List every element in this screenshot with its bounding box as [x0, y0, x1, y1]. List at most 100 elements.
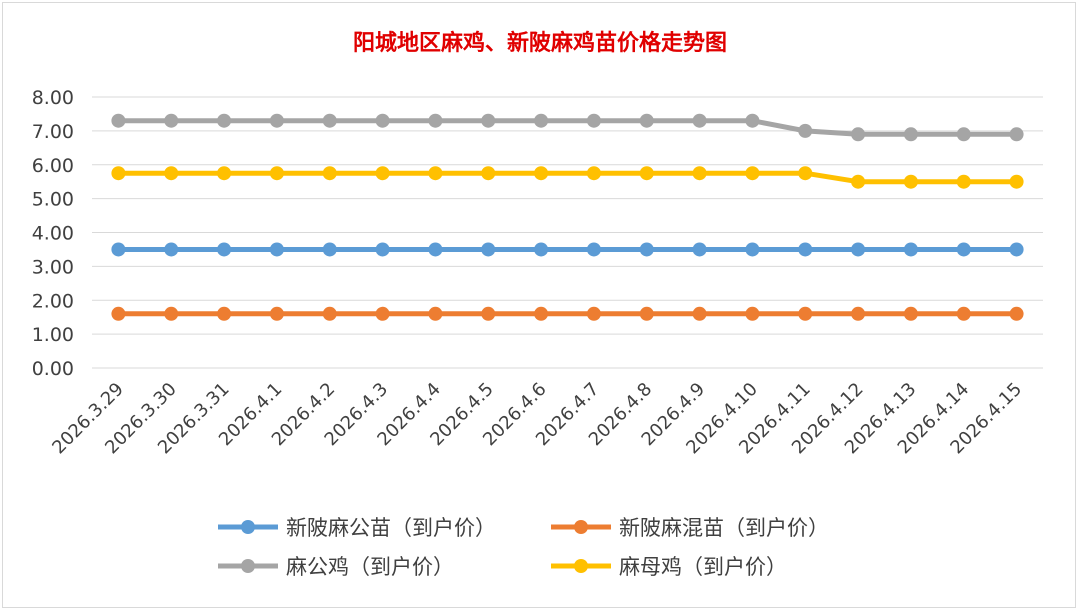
- data-point: [639, 113, 654, 128]
- data-point: [692, 306, 707, 321]
- data-point: [692, 166, 707, 181]
- data-point: [692, 113, 707, 128]
- y-tick-label: 3.00: [32, 256, 74, 278]
- data-point: [851, 174, 866, 189]
- series-line: [118, 170, 1017, 185]
- data-point: [269, 242, 284, 257]
- data-point: [322, 306, 337, 321]
- data-point: [164, 242, 179, 257]
- data-point: [745, 166, 760, 181]
- legend-swatch-marker: [241, 520, 255, 534]
- data-point: [375, 166, 390, 181]
- data-point: [798, 242, 813, 257]
- y-tick-label: 8.00: [32, 87, 74, 109]
- data-point: [217, 306, 232, 321]
- legend-item: 麻公鸡（到户价）: [218, 555, 454, 579]
- data-point: [1009, 127, 1024, 142]
- data-point: [586, 166, 601, 181]
- series-1: [111, 306, 1024, 321]
- data-point: [798, 123, 813, 138]
- data-point: [217, 166, 232, 181]
- data-point: [322, 242, 337, 257]
- legend-label: 麻母鸡（到户价）: [619, 555, 787, 579]
- data-point: [269, 306, 284, 321]
- data-point: [428, 242, 443, 257]
- data-point: [164, 166, 179, 181]
- data-point: [111, 113, 126, 128]
- data-point: [375, 242, 390, 257]
- legend-swatch-marker: [574, 559, 588, 573]
- data-point: [798, 166, 813, 181]
- y-tick-label: 5.00: [32, 189, 74, 211]
- data-point: [428, 113, 443, 128]
- data-point: [903, 174, 918, 189]
- x-axis-ticks: 2026.3.292026.3.302026.3.312026.4.12026.…: [48, 379, 1026, 459]
- y-tick-label: 6.00: [32, 155, 74, 177]
- y-tick-label: 0.00: [32, 358, 74, 380]
- data-point: [375, 306, 390, 321]
- data-point: [481, 113, 496, 128]
- data-point: [481, 166, 496, 181]
- data-point: [903, 306, 918, 321]
- series-3: [111, 166, 1024, 189]
- data-point: [111, 166, 126, 181]
- grid-lines: [92, 96, 1043, 369]
- data-point: [639, 306, 654, 321]
- data-point: [534, 113, 549, 128]
- data-point: [851, 127, 866, 142]
- series-2: [111, 113, 1024, 142]
- data-point: [428, 306, 443, 321]
- data-point: [851, 242, 866, 257]
- data-point: [111, 306, 126, 321]
- data-point: [745, 113, 760, 128]
- data-point: [217, 242, 232, 257]
- legend-swatch-marker: [574, 520, 588, 534]
- data-point: [798, 306, 813, 321]
- data-point: [481, 242, 496, 257]
- data-point: [269, 166, 284, 181]
- series-layer: [111, 113, 1024, 321]
- data-point: [692, 242, 707, 257]
- data-point: [956, 174, 971, 189]
- chart-title: 阳城地区麻鸡、新陂麻鸡苗价格走势图: [353, 30, 727, 56]
- data-point: [956, 306, 971, 321]
- data-point: [322, 166, 337, 181]
- data-point: [1009, 306, 1024, 321]
- y-tick-label: 2.00: [32, 290, 74, 312]
- data-point: [111, 242, 126, 257]
- data-point: [164, 306, 179, 321]
- data-point: [534, 242, 549, 257]
- legend: 新陂麻公苗（到户价） 新陂麻混苗（到户价） 麻公鸡（到户价） 麻母鸡（到户价）: [218, 516, 829, 579]
- legend-label: 新陂麻公苗（到户价）: [286, 516, 496, 540]
- y-axis-ticks: 0.00 1.00 2.00 3.00 4.00 5.00 6.00 7.00 8.00: [32, 87, 74, 380]
- data-point: [745, 306, 760, 321]
- legend-swatch-marker: [241, 559, 255, 573]
- data-point: [534, 166, 549, 181]
- data-point: [1009, 174, 1024, 189]
- data-point: [217, 113, 232, 128]
- data-point: [586, 242, 601, 257]
- data-point: [586, 306, 601, 321]
- series-0: [111, 242, 1024, 257]
- data-point: [639, 166, 654, 181]
- data-point: [903, 127, 918, 142]
- y-tick-label: 4.00: [32, 223, 74, 245]
- legend-item: 新陂麻公苗（到户价）: [218, 516, 496, 540]
- data-point: [322, 113, 337, 128]
- y-tick-label: 1.00: [32, 324, 74, 346]
- data-point: [851, 306, 866, 321]
- legend-label: 新陂麻混苗（到户价）: [619, 516, 829, 540]
- data-point: [903, 242, 918, 257]
- data-point: [1009, 242, 1024, 257]
- data-point: [639, 242, 654, 257]
- data-point: [956, 242, 971, 257]
- data-point: [956, 127, 971, 142]
- data-point: [164, 113, 179, 128]
- data-point: [269, 113, 284, 128]
- data-point: [428, 166, 443, 181]
- data-point: [745, 242, 760, 257]
- data-point: [481, 306, 496, 321]
